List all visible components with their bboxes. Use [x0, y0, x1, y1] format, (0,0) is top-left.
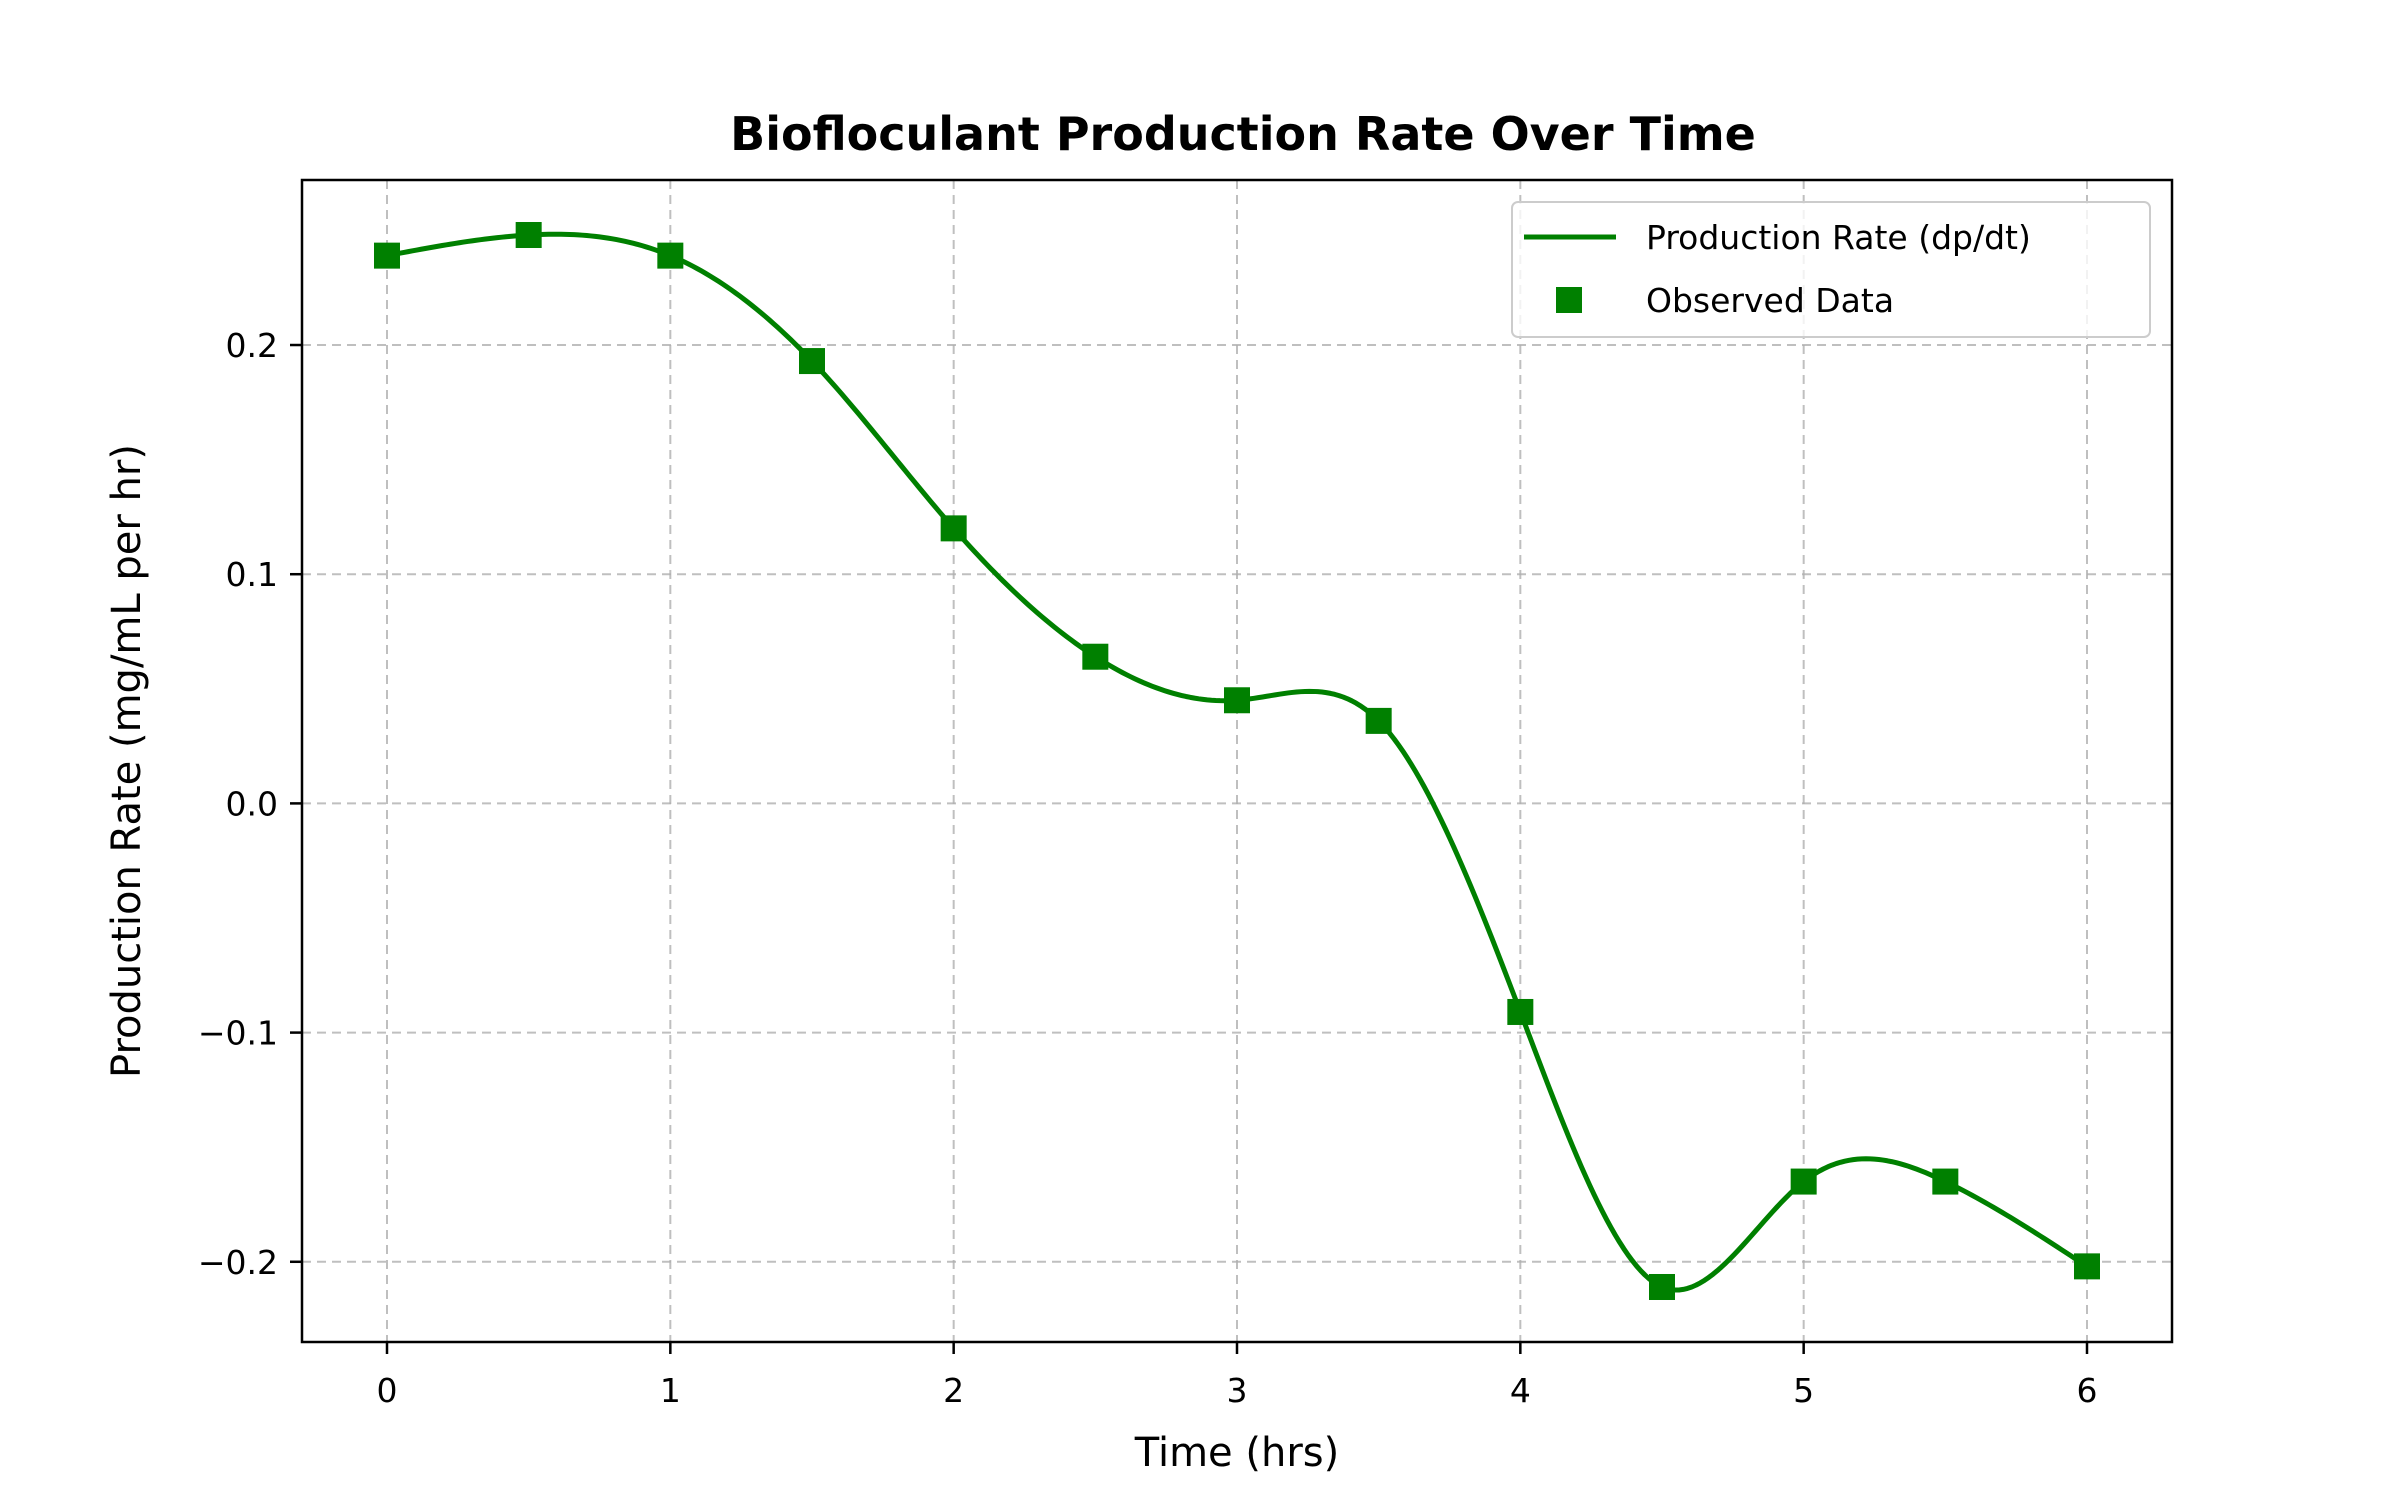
observed-data-point [1365, 707, 1392, 734]
observed-data-point [1649, 1273, 1675, 1300]
observed-data-point [657, 242, 684, 269]
legend-entry-observed-data: Observed Data [1646, 281, 1894, 320]
observed-data-point [940, 515, 967, 542]
chart-title: Biofloculant Production Rate Over Time [730, 107, 1756, 161]
observed-data-point [515, 222, 542, 249]
x-tick-label: 0 [377, 1371, 398, 1410]
x-tick-label: 5 [1793, 1371, 1814, 1410]
observed-data-point [2074, 1253, 2100, 1280]
x-tick-label: 3 [1227, 1371, 1248, 1410]
x-axis: 0 1 2 3 4 5 6 [377, 1342, 2098, 1410]
observed-data-point [1507, 998, 1534, 1025]
observed-data-point [799, 348, 825, 375]
legend-square-swatch [1556, 287, 1582, 313]
observed-data-point [1932, 1168, 1959, 1195]
x-axis-label: Time (hrs) [1134, 1430, 1339, 1476]
y-tick-label: −0.2 [198, 1243, 278, 1282]
y-tick-label: 0.0 [226, 784, 278, 823]
legend-entry-production-rate: Production Rate (dp/dt) [1646, 218, 2031, 257]
y-tick-label: 0.1 [226, 555, 278, 594]
observed-data-point [1790, 1168, 1817, 1195]
observed-data-point [1082, 643, 1109, 670]
x-tick-label: 4 [1510, 1371, 1531, 1410]
y-tick-label: −0.1 [198, 1014, 278, 1053]
observed-data-point [374, 242, 400, 269]
y-tick-label: 0.2 [226, 326, 278, 365]
x-tick-label: 2 [943, 1371, 964, 1410]
legend: Production Rate (dp/dt) Observed Data [1511, 201, 2151, 338]
x-tick-label: 1 [660, 1371, 681, 1410]
series-layer [374, 222, 2100, 1300]
y-axis: −0.2 −0.1 0.0 0.1 0.2 [198, 326, 302, 1282]
plot-frame [300, 178, 2174, 1344]
observed-data-point [1224, 687, 1250, 714]
y-axis-label: Production Rate (mg/mL per hr) [104, 444, 150, 1078]
x-tick-label: 6 [2077, 1371, 2098, 1410]
grid [302, 180, 2172, 1342]
legend-box [1511, 201, 2151, 338]
